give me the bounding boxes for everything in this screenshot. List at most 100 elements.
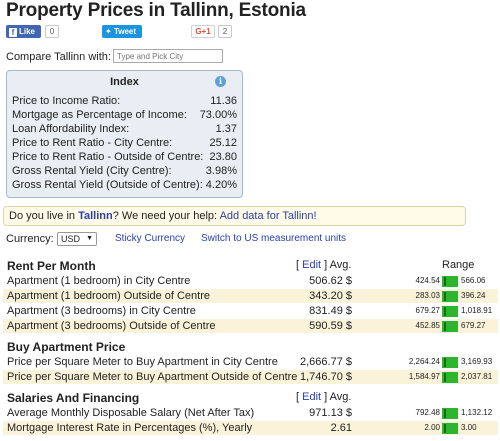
- currency-label: Currency:: [6, 233, 54, 245]
- edit-avg-header: [ Edit ] Avg.: [296, 391, 352, 403]
- row-range-min: 2,264.24: [408, 357, 440, 366]
- index-title: Index: [110, 76, 139, 88]
- row-avg: 831.49 $: [309, 305, 352, 317]
- currency-row: Currency: USD ▼: [6, 232, 97, 246]
- table-row: Apartment (1 bedroom) Outside of Centre …: [3, 289, 498, 303]
- range-bar: [442, 423, 458, 434]
- index-row-value: 23.80: [209, 151, 237, 163]
- index-row-value: 11.36: [210, 95, 237, 107]
- avg-header: Avg.: [329, 391, 352, 403]
- row-range-min: 452.85: [415, 321, 440, 330]
- index-row-label: Price to Rent Ratio - City Centre:: [12, 137, 173, 149]
- row-range-max: 1,132.12: [461, 408, 493, 417]
- social-share-bar: f Like 0 ✦ Tweet G+1 2: [6, 25, 246, 39]
- avg-header: Avg.: [329, 259, 352, 271]
- row-range-min: 792.48: [415, 408, 440, 417]
- row-label: Mortgage Interest Rate in Percentages (%…: [7, 422, 253, 434]
- google-plus-button[interactable]: G+1: [191, 25, 215, 38]
- row-avg: 1,746.70 $: [300, 371, 352, 383]
- section-title: Buy Apartment Price: [7, 340, 126, 354]
- range-bar: [442, 357, 458, 368]
- section-title: Salaries And Financing: [7, 391, 140, 405]
- table-row: Price per Square Meter to Buy Apartment …: [3, 355, 498, 369]
- row-range-min: 424.54: [415, 276, 440, 285]
- page-title: Property Prices in Tallinn, Estonia: [6, 0, 306, 21]
- row-range-min: 1,584.97: [408, 372, 440, 381]
- index-row-label: Price to Rent Ratio - Outside of Centre:: [12, 151, 204, 163]
- row-avg: 971.13 $: [309, 407, 352, 419]
- row-label: Apartment (1 bedroom) in City Centre: [7, 275, 191, 287]
- index-row: Loan Affordability Index: 1.37: [12, 122, 237, 136]
- table-row: Apartment (3 bedrooms) in City Centre 83…: [3, 304, 498, 318]
- index-row-label: Loan Affordability Index:: [12, 123, 130, 135]
- compare-city-row: Compare Tallinn with:: [6, 49, 223, 63]
- section-title: Rent Per Month: [7, 259, 96, 273]
- help-banner: Do you live in Tallinn? We need your hel…: [3, 206, 466, 226]
- row-label: Price per Square Meter to Buy Apartment …: [7, 356, 278, 368]
- row-range-max: 396.24: [461, 291, 486, 300]
- edit-avg-header: [ Edit ] Avg.: [296, 259, 352, 271]
- table-row: Mortgage Interest Rate in Percentages (%…: [3, 421, 498, 435]
- facebook-like-label: Like: [19, 27, 36, 36]
- row-label: Apartment (3 bedrooms) in City Centre: [7, 305, 196, 317]
- table-row: Apartment (1 bedroom) in City Centre 506…: [3, 274, 498, 288]
- row-label: Price per Square Meter to Buy Apartment …: [7, 371, 298, 383]
- google-plus-count: 2: [218, 25, 232, 38]
- chevron-down-icon: ▼: [86, 235, 93, 242]
- compare-city-input[interactable]: [113, 49, 223, 63]
- tweet-button[interactable]: ✦ Tweet: [102, 25, 142, 38]
- us-units-link[interactable]: Switch to US measurement units: [201, 233, 347, 244]
- range-bar: [442, 291, 458, 302]
- row-range-max: 679.27: [461, 321, 486, 330]
- row-range-min: 679.27: [415, 306, 440, 315]
- index-row-value: 3.98%: [205, 165, 237, 177]
- row-label: Apartment (3 bedrooms) Outside of Centre: [7, 320, 216, 332]
- row-avg: 590.59 $: [309, 320, 352, 332]
- sticky-currency-link[interactable]: Sticky Currency: [115, 233, 186, 244]
- table-row: Price per Square Meter to Buy Apartment …: [3, 370, 498, 384]
- help-middle: ? We need your help:: [112, 210, 220, 222]
- info-icon[interactable]: i: [215, 76, 226, 87]
- compare-label: Compare Tallinn with:: [6, 51, 111, 63]
- help-prefix: Do you live in: [9, 210, 79, 222]
- twitter-bird-icon: ✦: [105, 27, 112, 36]
- row-range-min: 283.03: [415, 291, 440, 300]
- index-row-label: Gross Rental Yield (Outside of Centre):: [12, 179, 203, 191]
- index-panel: Index i Price to Income Ratio: 11.36 Mor…: [6, 70, 243, 198]
- row-range-max: 566.06: [461, 276, 486, 285]
- index-row: Price to Income Ratio: 11.36: [12, 94, 237, 108]
- currency-selected-value: USD: [61, 234, 81, 244]
- facebook-like-button[interactable]: f Like: [6, 25, 41, 38]
- row-range-max: 3,169.93: [461, 357, 493, 366]
- tweet-label: Tweet: [113, 27, 137, 36]
- index-row-value: 4.20%: [205, 179, 237, 191]
- facebook-like-count: 0: [45, 25, 59, 38]
- help-city-link[interactable]: Tallinn: [78, 210, 113, 222]
- index-row: Price to Rent Ratio - Outside of Centre:…: [12, 150, 237, 164]
- range-bar: [442, 306, 458, 317]
- row-label: Average Monthly Disposable Salary (Net A…: [7, 407, 255, 419]
- row-avg: 2,666.77 $: [300, 356, 352, 368]
- index-row-value: 25.12: [209, 137, 237, 149]
- add-data-link[interactable]: Add data for Tallinn!: [219, 210, 317, 222]
- table-row: Apartment (3 bedrooms) Outside of Centre…: [3, 319, 498, 333]
- index-row: Gross Rental Yield (Outside of Centre): …: [12, 178, 237, 192]
- row-avg: 2.61: [330, 422, 352, 434]
- facebook-icon: f: [9, 28, 17, 37]
- row-label: Apartment (1 bedroom) Outside of Centre: [7, 290, 210, 302]
- row-range-max: 1,018.91: [461, 306, 493, 315]
- edit-link[interactable]: Edit: [302, 259, 322, 271]
- range-header: Range: [442, 259, 475, 271]
- range-bar: [442, 321, 458, 332]
- row-range-max: 2,037.81: [461, 372, 493, 381]
- currency-select[interactable]: USD ▼: [57, 232, 97, 246]
- table-row: Average Monthly Disposable Salary (Net A…: [3, 406, 498, 420]
- range-bar: [442, 372, 458, 383]
- edit-link[interactable]: Edit: [302, 391, 322, 403]
- index-row-label: Price to Income Ratio:: [12, 95, 121, 107]
- range-bar: [442, 276, 458, 287]
- index-row-value: 1.37: [215, 123, 237, 135]
- index-row: Price to Rent Ratio - City Centre: 25.12: [12, 136, 237, 150]
- index-row: Gross Rental Yield (City Centre): 3.98%: [12, 164, 237, 178]
- row-avg: 343.20 $: [309, 290, 352, 302]
